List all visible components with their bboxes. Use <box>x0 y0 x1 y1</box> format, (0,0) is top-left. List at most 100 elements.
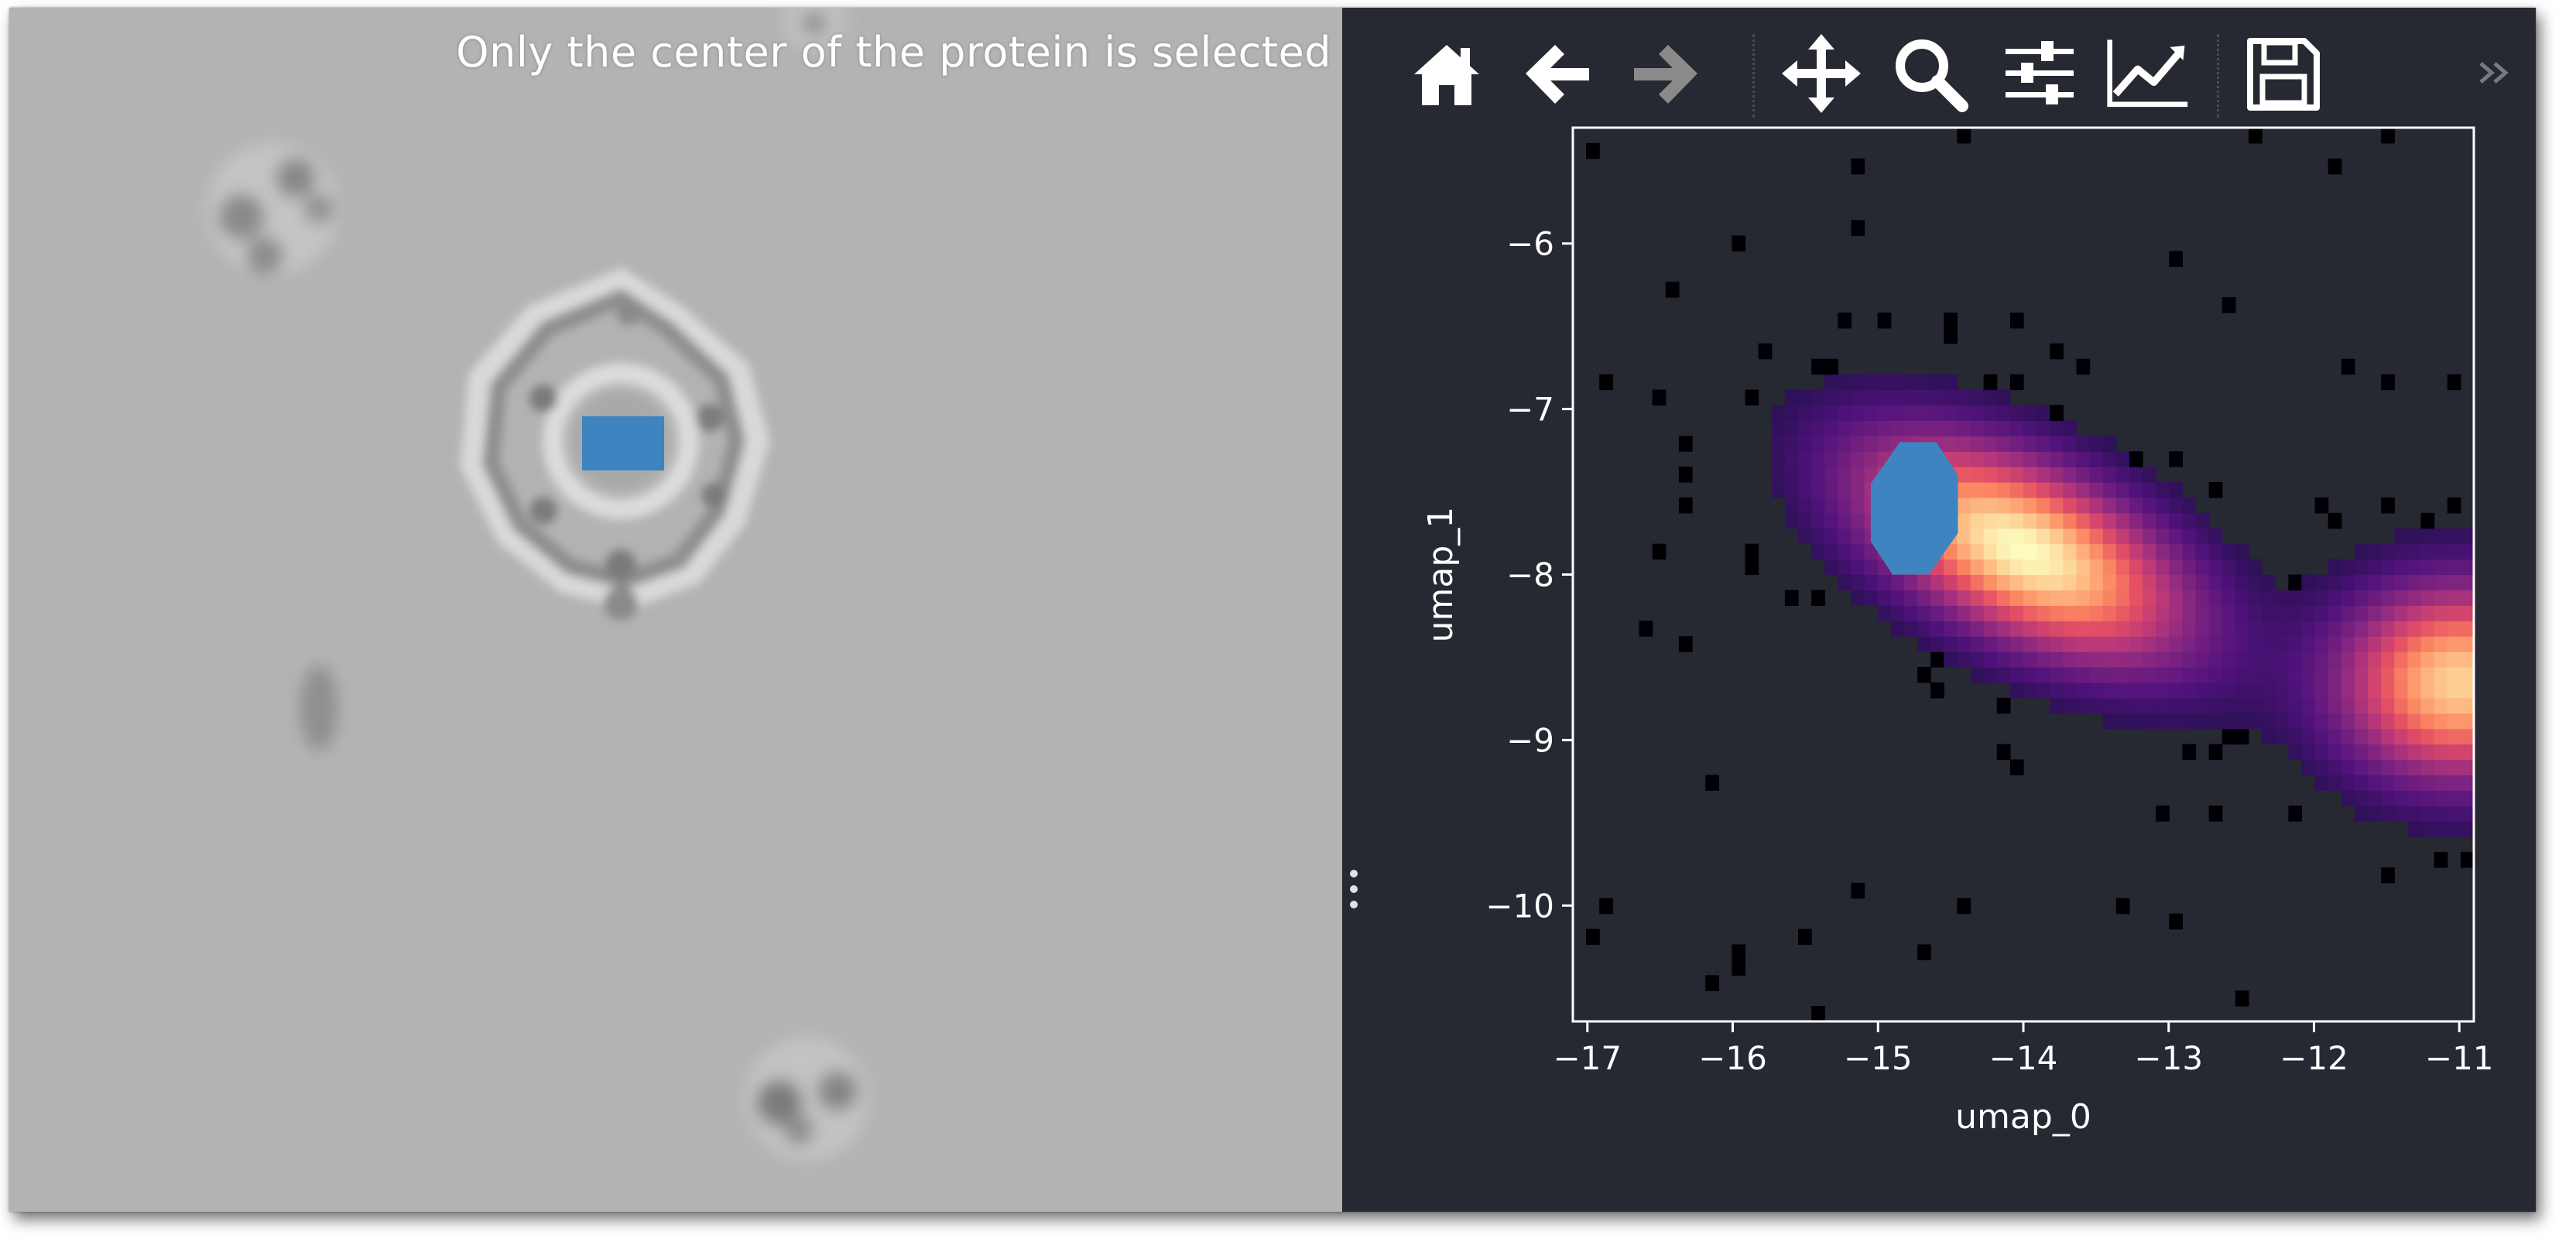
heatmap-cell <box>1930 590 1944 606</box>
heatmap-cell <box>1864 420 1879 436</box>
heatmap-cell <box>2314 697 2329 714</box>
heatmap-cell <box>2434 821 2448 837</box>
heatmap-cell <box>2169 666 2184 683</box>
heatmap-cell <box>2156 559 2170 576</box>
heatmap-cell <box>2354 666 2369 683</box>
heatmap-cell <box>1851 420 1865 436</box>
heatmap-cell <box>2156 543 2170 560</box>
heatmap-cell <box>2434 790 2448 806</box>
heatmap-cell <box>1903 389 1918 406</box>
heatmap-cell <box>2407 636 2422 652</box>
heatmap-cell <box>1798 451 1812 467</box>
edit-axes-button[interactable] <box>2105 31 2191 116</box>
heatmap-cell <box>2195 590 2210 606</box>
forward-button[interactable] <box>1624 31 1709 116</box>
toolbar-overflow-button[interactable] <box>2472 50 2519 96</box>
heatmap-cell <box>2195 652 2210 668</box>
heatmap-cell <box>2102 621 2117 637</box>
app-window: Only the center of the protein is select… <box>9 8 2536 1212</box>
heatmap-cell <box>1838 512 1852 529</box>
zoom-button[interactable] <box>1887 31 1972 116</box>
heatmap-cell <box>1917 605 1931 621</box>
heatmap-cell <box>1970 389 1985 406</box>
heatmap-cell <box>2036 436 2050 452</box>
heatmap-cell <box>1917 374 1931 391</box>
heatmap-cell <box>2115 574 2130 591</box>
heatmap-cell <box>2129 621 2143 637</box>
heatmap-cell <box>2434 697 2448 714</box>
heatmap-cell <box>2102 574 2117 591</box>
y-tick-label: −6 <box>1506 225 1554 263</box>
heatmap-cell <box>1811 436 1825 452</box>
heatmap-cell <box>2262 713 2276 730</box>
heatmap-cell <box>2434 621 2448 637</box>
heatmap-cell <box>2169 574 2184 591</box>
heatmap-cell <box>2328 713 2342 730</box>
x-tick-label: −11 <box>2425 1039 2494 1077</box>
umap-density-plot[interactable]: −17 −16 −15 −14 −13 −12 −11 −6 −7 −8 −9 −10 umap_0 um… <box>1342 8 2536 1212</box>
heatmap-cell <box>2036 420 2050 436</box>
heatmap-cell <box>2129 497 2143 514</box>
heatmap-cell <box>2023 543 2037 560</box>
heatmap-cell <box>2407 759 2422 775</box>
heatmap-cell <box>1798 929 1812 946</box>
heatmap-cell <box>2407 652 2422 668</box>
heatmap-cell <box>2249 590 2263 606</box>
heatmap-cell <box>2182 621 2197 637</box>
heatmap-cell <box>1851 467 1865 483</box>
back-button[interactable] <box>1514 31 1599 116</box>
home-button[interactable] <box>1404 31 1489 116</box>
pan-button[interactable] <box>1779 31 1864 116</box>
heatmap-cell <box>2129 652 2143 668</box>
heatmap-cell <box>2143 482 2156 498</box>
heatmap-cell <box>2394 543 2409 560</box>
heatmap-cell <box>2341 713 2355 730</box>
heatmap-cell <box>2394 697 2409 714</box>
heatmap-cell <box>2063 467 2078 483</box>
heatmap-cell <box>2195 682 2210 699</box>
heatmap-cell <box>2235 697 2249 714</box>
heatmap-cell <box>1903 590 1918 606</box>
heatmap-cell <box>2262 697 2276 714</box>
matplotlib-toolbar <box>1342 8 2536 124</box>
heatmap-cell <box>2023 621 2037 637</box>
heatmap-cell <box>2009 590 2024 606</box>
heatmap-cell <box>2368 666 2382 683</box>
splitter-handle[interactable] <box>1342 859 1365 921</box>
heatmap-cell <box>2063 497 2078 514</box>
heatmap-cell <box>1824 512 1838 529</box>
heatmap-cell <box>2115 636 2130 652</box>
image-viewer[interactable]: Only the center of the protein is select… <box>9 8 1342 1212</box>
heatmap-cell <box>1944 420 1958 436</box>
save-button[interactable] <box>2240 31 2325 116</box>
heatmap-cell <box>2156 482 2170 498</box>
heatmap-cell <box>1996 497 2011 514</box>
heatmap-cell <box>2089 543 2104 560</box>
heatmap-cell <box>1798 420 1812 436</box>
microscopy-image[interactable] <box>9 8 1342 1212</box>
heatmap-cell <box>1851 389 1865 406</box>
heatmap-cell <box>2381 621 2395 637</box>
plot-panel: −17 −16 −15 −14 −13 −12 −11 −6 −7 −8 −9 −10 umap_0 um… <box>1342 8 2536 1212</box>
heatmap-cell <box>2076 482 2091 498</box>
heatmap-cell <box>1957 497 1971 514</box>
heatmap-cell <box>2089 636 2104 652</box>
heatmap-cell <box>2381 559 2395 576</box>
heatmap-cell <box>2275 728 2289 745</box>
heatmap-cell <box>2143 467 2156 483</box>
heatmap-cell <box>2447 574 2461 591</box>
heatmap-cell <box>1864 389 1879 406</box>
heatmap-cell <box>2288 574 2303 591</box>
heatmap-cell <box>2301 605 2316 621</box>
configure-subplots-button[interactable] <box>1997 31 2082 116</box>
heatmap-cell <box>2288 652 2303 668</box>
heatmap-cell <box>2115 697 2130 714</box>
heatmap-cell <box>2447 759 2461 775</box>
heatmap-cell <box>2328 605 2342 621</box>
heatmap-cell <box>2328 621 2342 637</box>
heatmap-cell <box>2447 497 2461 514</box>
heatmap-cell <box>2102 590 2117 606</box>
y-axis-label: umap_1 <box>1421 507 1461 643</box>
heatmap-cell <box>2275 590 2289 606</box>
heatmap-cell <box>2089 605 2104 621</box>
